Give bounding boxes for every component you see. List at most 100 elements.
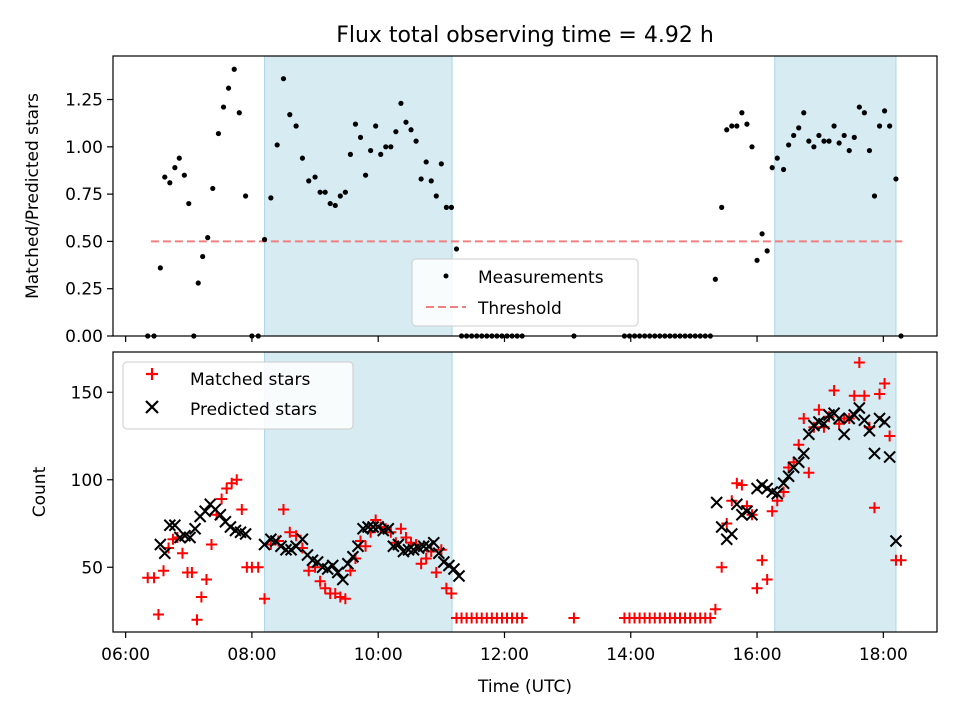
predicted-star-point [832, 412, 846, 425]
measurement-point [841, 132, 847, 139]
matched-star-point [868, 502, 880, 514]
predicted-star-point [797, 447, 810, 460]
measurement-point [332, 202, 338, 209]
measurement-point [428, 178, 434, 184]
measurement-point [831, 123, 837, 129]
bottom-axes-frame [112, 351, 938, 633]
matched-star-point [445, 588, 457, 599]
measurement-point [383, 144, 389, 150]
matched-star-point [314, 575, 326, 587]
measurement-point [719, 204, 725, 210]
measurement-point [200, 253, 206, 260]
measurement-point [893, 176, 899, 182]
top-y-tick-label: 0.25 [65, 280, 103, 300]
predicted-star-point [296, 533, 309, 546]
bottom-x-axis-label: Time (UTC) [477, 677, 572, 697]
matched-star-point [884, 430, 896, 442]
predicted-star-point [336, 573, 350, 586]
measurement-point [801, 110, 807, 116]
shaded-interval [774, 55, 897, 337]
matched-star-point [874, 388, 886, 400]
matched-star-point [152, 609, 164, 620]
predicted-star-point [802, 428, 816, 441]
predicted-star-point [883, 450, 896, 464]
matched-star-point [704, 612, 716, 624]
measurement-point [393, 129, 399, 135]
measurement-point [280, 76, 287, 82]
matched-star-point [721, 518, 733, 529]
matched-star-point [221, 483, 233, 494]
matched-star-point [823, 411, 835, 423]
measurement-point [861, 110, 867, 116]
measurement-point [438, 161, 444, 167]
bottom-x-tick-label: 12:00 [480, 645, 529, 665]
matched-star-point [813, 404, 825, 416]
predicted-star-point [341, 557, 355, 570]
predicted-star-point [279, 543, 293, 556]
measurement-point [261, 236, 268, 243]
matched-star-point [736, 479, 748, 491]
top-y-tick-label: 0.00 [65, 327, 103, 347]
matched-star-point [319, 582, 331, 594]
predicted-star-point [878, 415, 891, 429]
measurement-point [231, 66, 237, 72]
measurement-point [821, 138, 827, 144]
chart-title: Flux total observing time = 4.92 h [336, 23, 714, 48]
measurement-point [759, 231, 765, 237]
matched-star-point [798, 413, 810, 424]
matched-star-point [415, 558, 427, 570]
matched-star-point [186, 567, 198, 578]
measurement-point [287, 112, 293, 118]
predicted-star-point [848, 408, 861, 422]
measurement-point [851, 134, 857, 140]
measurement-point [181, 172, 187, 178]
matched-star-point [709, 603, 721, 615]
top-panel: 0.00 0.25 0.50 0.75 1.00 1.25 Matched/Predict… [23, 55, 938, 347]
matched-star-point [231, 474, 243, 486]
predicted-star-point [782, 470, 795, 483]
legend-predicted-marker [145, 400, 159, 414]
legend-matched-marker [146, 368, 158, 380]
measurement-point [299, 155, 306, 161]
measurement-point [448, 204, 455, 210]
top-y-tick-label: 1.00 [65, 138, 103, 158]
matched-star-point [848, 390, 860, 402]
measurement-point [186, 200, 192, 207]
matched-star-point [568, 612, 580, 624]
matched-star-point [430, 567, 442, 578]
predicted-star-point [427, 536, 440, 549]
predicted-star-point [158, 547, 171, 560]
predicted-star-point [168, 519, 182, 532]
predicted-star-point [351, 540, 365, 553]
measurement-point [408, 127, 414, 133]
matched-star-point [252, 561, 264, 573]
predicted-star-point [392, 538, 405, 551]
measurement-point [769, 165, 775, 171]
predicted-stars-points [154, 401, 903, 586]
matched-star-point [803, 467, 815, 479]
measurement-point [157, 265, 163, 271]
matched-star-point [265, 539, 277, 550]
measurement-point [871, 193, 878, 199]
predicted-star-point [730, 498, 744, 511]
bottom-x-tick-label: 18:00 [859, 645, 908, 665]
measurement-point [167, 180, 173, 186]
bottom-x-tick-label: 08:00 [227, 645, 276, 665]
legend-measurements-marker [443, 273, 449, 279]
predicted-star-point [868, 447, 881, 460]
matched-star-point [303, 565, 315, 577]
legend-measurements-label: Measurements [478, 268, 604, 288]
top-y-tick-label: 0.75 [65, 185, 103, 205]
matched-star-point [191, 614, 203, 626]
measurement-point [866, 147, 873, 154]
top-y-tick-label: 0.50 [65, 232, 103, 252]
measurement-point [176, 155, 182, 161]
measurement-point [423, 159, 429, 165]
bottom-y-tick-label: 50 [81, 558, 103, 578]
predicted-star-point [188, 522, 202, 535]
measurement-point [887, 123, 893, 129]
measurement-point [337, 193, 343, 199]
bottom-legend-box [122, 361, 354, 430]
measurement-point [403, 119, 409, 125]
predicted-star-point [777, 477, 790, 490]
